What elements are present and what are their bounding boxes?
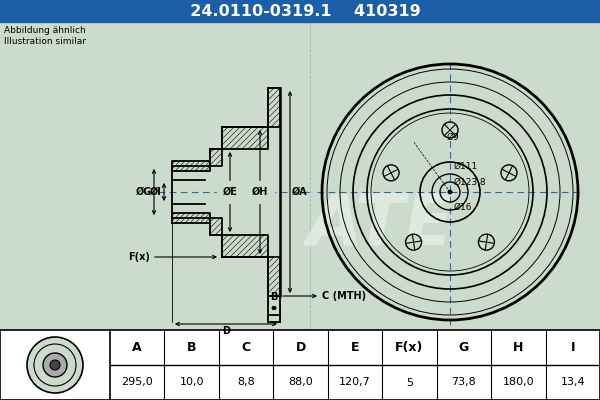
Circle shape — [50, 360, 60, 370]
Text: 180,0: 180,0 — [503, 378, 534, 388]
Text: B: B — [271, 292, 278, 302]
Text: 8,8: 8,8 — [237, 378, 255, 388]
Text: 10,0: 10,0 — [179, 378, 204, 388]
Text: B: B — [187, 341, 196, 354]
Circle shape — [501, 165, 517, 181]
Text: 73,8: 73,8 — [452, 378, 476, 388]
Circle shape — [478, 234, 494, 250]
Text: D: D — [222, 326, 230, 336]
Text: 13,4: 13,4 — [560, 378, 585, 388]
Circle shape — [442, 122, 458, 138]
Text: D: D — [295, 341, 305, 354]
Circle shape — [448, 190, 452, 194]
Text: Illustration similar: Illustration similar — [4, 37, 86, 46]
Circle shape — [34, 344, 76, 386]
Bar — [0, 0, 600, 22]
Text: 24.0110-0319.1    410319: 24.0110-0319.1 410319 — [179, 4, 421, 18]
Circle shape — [383, 165, 399, 181]
Text: Ø123,8: Ø123,8 — [454, 178, 487, 187]
Text: A: A — [133, 341, 142, 354]
Text: E: E — [351, 341, 359, 354]
Text: ØG: ØG — [136, 187, 152, 197]
Text: F(x): F(x) — [128, 252, 150, 262]
Text: ØH: ØH — [252, 187, 268, 197]
Bar — [0, 330, 600, 400]
Text: C (MTH): C (MTH) — [322, 291, 366, 301]
Text: Ø111: Ø111 — [454, 162, 478, 171]
Text: ØE: ØE — [223, 187, 238, 197]
Text: 120,7: 120,7 — [339, 378, 371, 388]
Circle shape — [43, 353, 67, 377]
Text: F(x): F(x) — [395, 341, 424, 354]
Text: ØA: ØA — [292, 187, 308, 197]
Circle shape — [406, 234, 422, 250]
Text: 88,0: 88,0 — [288, 378, 313, 388]
Text: 5: 5 — [406, 378, 413, 388]
Text: I: I — [571, 341, 575, 354]
Text: Abbildung ähnlich: Abbildung ähnlich — [4, 26, 86, 35]
Text: ATE: ATE — [306, 190, 454, 260]
Text: ØI: ØI — [150, 187, 162, 197]
Text: G: G — [459, 341, 469, 354]
Text: 295,0: 295,0 — [121, 378, 153, 388]
Text: Ø9: Ø9 — [447, 133, 460, 142]
Text: Ø16: Ø16 — [454, 203, 473, 212]
Text: C: C — [242, 341, 251, 354]
Text: H: H — [513, 341, 524, 354]
Circle shape — [27, 337, 83, 393]
